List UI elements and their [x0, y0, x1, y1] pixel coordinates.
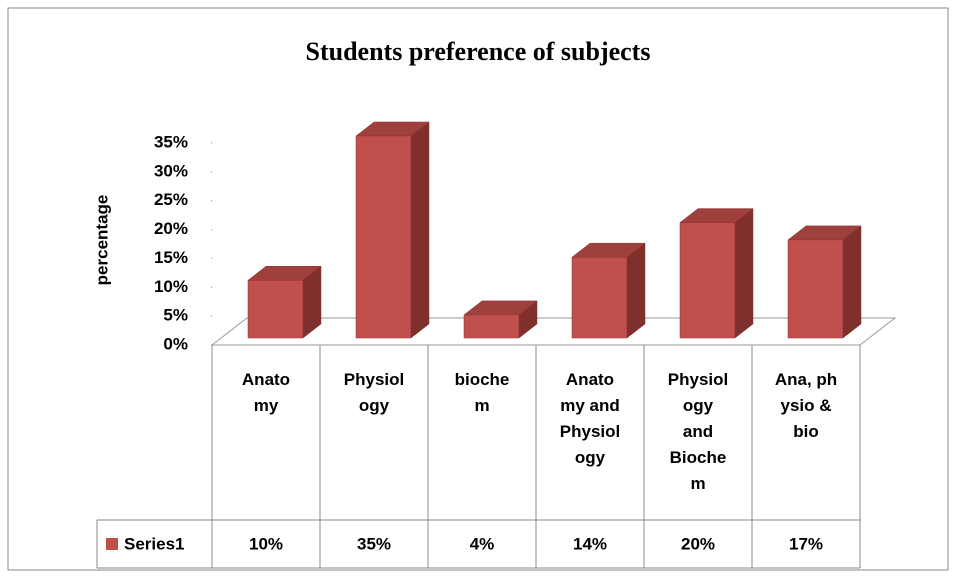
x-tick-label: Ana, ph ysio & bio: [774, 370, 838, 441]
x-tick-label: Physiol ogy and Bioche m: [667, 370, 729, 493]
bar-face: [571, 256, 628, 339]
data-label: 20%: [681, 534, 715, 553]
y-tick-label: 30%: [154, 161, 188, 180]
data-label: 17%: [789, 534, 823, 553]
data-label: 35%: [357, 534, 391, 553]
y-tick-label: 35%: [154, 132, 188, 151]
y-tick-label: 5%: [163, 306, 188, 325]
legend-label: Series1: [124, 534, 185, 553]
x-tick-label: Anato my and Physiol ogy: [559, 370, 621, 467]
bar-face: [463, 314, 520, 339]
y-tick-label: 15%: [154, 248, 188, 267]
x-tick-label: Physiol ogy: [343, 370, 405, 415]
bar-face: [734, 208, 754, 339]
bar-face: [842, 225, 862, 339]
y-tick-label: 0%: [163, 334, 188, 353]
bar-face: [626, 242, 646, 339]
data-label: 14%: [573, 534, 607, 553]
bar: [787, 225, 862, 339]
bar-face: [679, 222, 736, 339]
y-tick-label: 10%: [154, 277, 188, 296]
y-axis-label: percentage: [92, 195, 111, 286]
y-tick-label: 20%: [154, 219, 188, 238]
x-tick-label: Anato my: [241, 370, 291, 415]
bar: [247, 265, 322, 339]
chart-title: Students preference of subjects: [306, 37, 651, 66]
bar: [679, 208, 754, 339]
bar: [463, 300, 538, 339]
data-label: 10%: [249, 534, 283, 553]
bar-face: [410, 121, 430, 339]
y-tick-label: 25%: [154, 190, 188, 209]
bar-face: [787, 239, 844, 339]
bar: [355, 121, 430, 339]
bar: [571, 242, 646, 339]
bar-face: [355, 135, 412, 339]
bar-face: [247, 280, 304, 339]
x-tick-label: bioche m: [454, 370, 510, 415]
data-label: 4%: [470, 534, 495, 553]
legend-swatch: [106, 538, 118, 550]
